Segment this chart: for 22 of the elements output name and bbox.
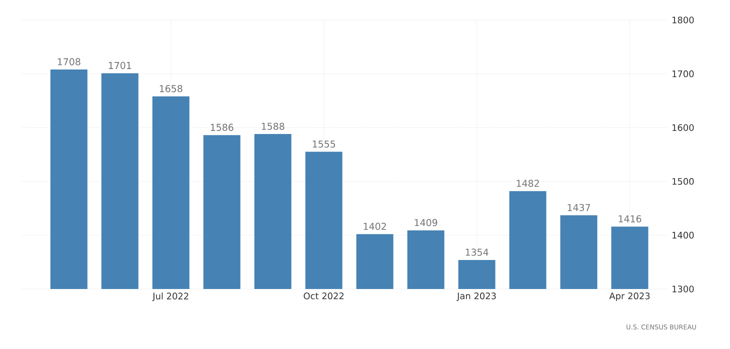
data-label: 1586 (210, 124, 234, 131)
x-tick-label: Apr 2023 (609, 292, 650, 302)
y-tick-label: 1600 (672, 124, 694, 131)
data-label: 1354 (466, 248, 488, 256)
y-tick-label: 1800 (672, 16, 694, 24)
x-tick-label: Oct 2022 (304, 292, 344, 300)
data-label: 1482 (516, 180, 539, 187)
x-tick-label: Jul 2022 (152, 292, 188, 302)
data-label: 1409 (414, 219, 438, 226)
y-tick-label: 1500 (672, 178, 694, 185)
data-label: 1555 (312, 140, 336, 148)
y-tick-label: 1300 (672, 286, 694, 292)
x-tick-label: Jan 2023 (456, 292, 496, 301)
data-label: 1658 (160, 85, 182, 92)
y-tick-label: 1400 (672, 232, 694, 239)
y-tick-label: 1700 (672, 70, 694, 78)
data-label: 1437 (568, 204, 590, 212)
data-label: 1588 (262, 122, 284, 130)
data-label: 1402 (364, 222, 386, 230)
data-label: 1416 (618, 215, 642, 222)
data-label: 1708 (58, 58, 80, 66)
data-label: 1701 (108, 62, 132, 70)
